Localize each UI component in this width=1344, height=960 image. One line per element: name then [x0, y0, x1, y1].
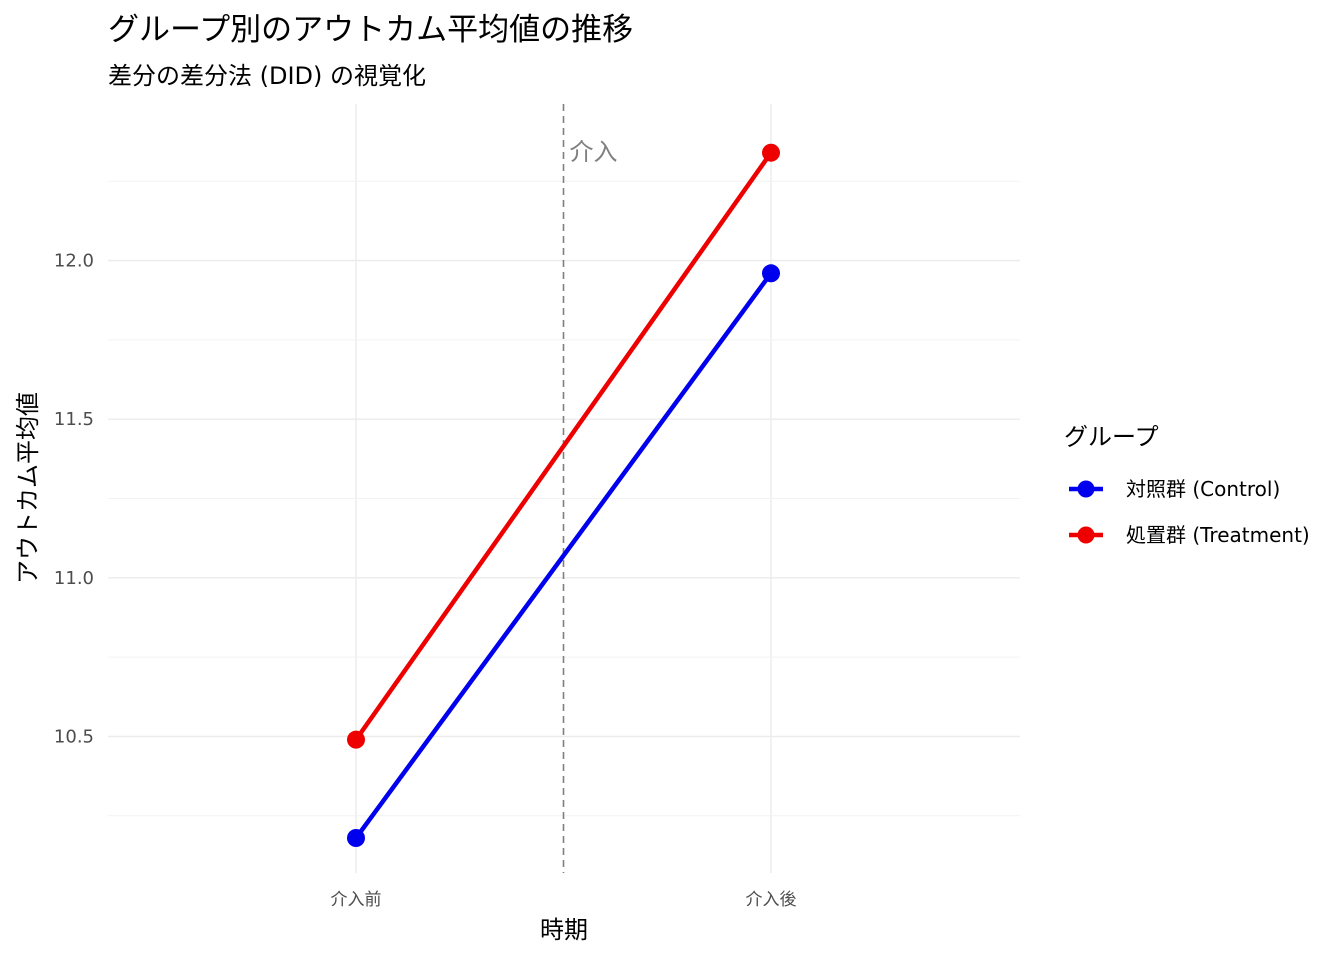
series-line	[353, 271, 774, 841]
intervention-annotation: 介入	[562, 104, 618, 873]
x-tick-label: 介入後	[746, 890, 797, 910]
data-point	[762, 264, 780, 283]
y-tick-label: 10.5	[54, 726, 94, 747]
legend-title: グループ	[1064, 423, 1159, 451]
series-line	[353, 150, 774, 742]
data-point	[347, 829, 365, 847]
intervention-label: 介入	[570, 138, 618, 166]
legend-label: 対照群 (Control)	[1126, 477, 1280, 501]
legend-label: 処置群 (Treatment)	[1126, 523, 1310, 547]
y-tick-label: 11.5	[54, 409, 94, 430]
y-tick-label: 11.0	[54, 568, 94, 589]
x-axis-title: 時期	[540, 916, 588, 944]
x-tick-label: 介入前	[331, 890, 382, 910]
chart-title: グループ別のアウトカム平均値の推移	[108, 12, 633, 48]
legend: グループ 対照群 (Control) 処置群 (Treatment)	[1064, 423, 1310, 547]
y-tick-label: 12.0	[54, 251, 94, 272]
axis-ticks: 10.5 11.0 11.5 12.0 介入前 介入後	[54, 251, 797, 910]
y-axis-title: アウトカム平均値	[14, 392, 42, 584]
data-point	[347, 730, 365, 749]
legend-key-point	[1077, 526, 1095, 544]
series	[347, 143, 780, 847]
legend-key-point	[1077, 480, 1095, 498]
chart-subtitle: 差分の差分法 (DID) の視覚化	[108, 62, 426, 90]
data-point	[762, 143, 780, 162]
